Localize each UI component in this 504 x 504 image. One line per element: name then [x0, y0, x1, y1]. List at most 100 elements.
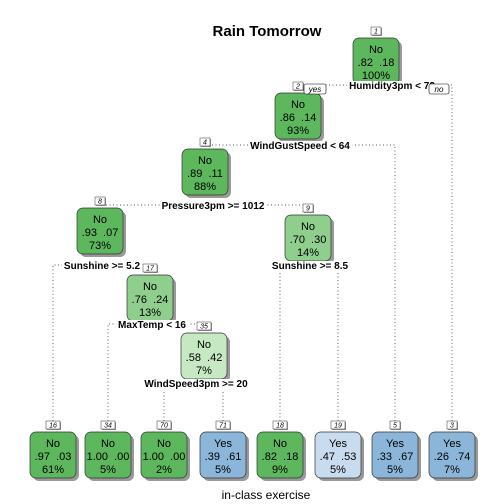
- tree-node: 70 No1.00 .002%: [140, 420, 190, 481]
- node-percent: 61%: [42, 464, 64, 476]
- tree-node: 18 No.82 .189%: [256, 420, 306, 481]
- node-probabilities: .86 .14: [280, 112, 317, 124]
- node-id-badge: [389, 420, 401, 430]
- node-id: 16: [49, 423, 57, 430]
- node-id-badge: [215, 420, 231, 430]
- node-class: No: [198, 155, 212, 167]
- split-rule: WindSpeed3pm >= 20: [144, 379, 248, 390]
- node-percent: 2%: [156, 464, 172, 476]
- diagram-title: Rain Tomorrow: [213, 23, 322, 40]
- node-id: 4: [203, 140, 207, 147]
- node-box: [181, 148, 229, 196]
- node-id-badge: [330, 420, 346, 430]
- split-label-bg: [269, 261, 351, 272]
- tree-edge: [392, 84, 453, 428]
- node-class: No: [291, 99, 305, 111]
- node-id: 9: [306, 206, 310, 213]
- node-box: [428, 431, 476, 479]
- diagram-subtitle: in-class exercise: [222, 488, 311, 502]
- node-box: [314, 431, 362, 479]
- node-box: [140, 431, 188, 479]
- node-id-badge: [199, 137, 211, 147]
- node-class: No: [273, 438, 287, 450]
- split-label: Sunshine >= 8.5: [269, 261, 351, 272]
- node-id-badge: [446, 420, 458, 430]
- node-probabilities: .76 .24: [132, 294, 169, 306]
- node-percent: 100%: [362, 70, 390, 82]
- node-probabilities: .58 .42: [186, 352, 223, 364]
- node-class: No: [157, 438, 171, 450]
- node-probabilities: .89 .11: [187, 168, 223, 180]
- node-percent: 5%: [387, 464, 403, 476]
- node-probabilities: .82 .18: [262, 451, 299, 463]
- split-label: WindSpeed3pm >= 20: [142, 379, 251, 390]
- split-label: Humidity3pm < 72: [347, 81, 438, 92]
- yes-branch-label: yes: [308, 85, 321, 94]
- node-id-badge: [196, 321, 212, 331]
- node-box: [256, 431, 304, 479]
- node-id-badge: [272, 420, 288, 430]
- node-id: 3: [450, 423, 454, 430]
- node-probabilities: .82 .18: [358, 57, 395, 69]
- node-box: [76, 207, 124, 255]
- node-id-badge: [370, 26, 382, 36]
- node-id-badge: [156, 420, 172, 430]
- tree-edge: [279, 264, 310, 428]
- node-id: 1: [374, 29, 378, 36]
- node-class: No: [101, 438, 115, 450]
- split-label-bg: [159, 201, 267, 212]
- node-class: No: [301, 221, 315, 233]
- node-class: No: [93, 214, 107, 226]
- split-rule: Sunshine >= 5.2: [64, 261, 141, 272]
- node-id-badge: [292, 81, 304, 91]
- node-class: Yes: [329, 438, 347, 450]
- split-label: MaxTemp < 16: [116, 320, 189, 331]
- node-id: 19: [334, 423, 342, 430]
- node-percent: 9%: [272, 464, 288, 476]
- node-id-badge: [100, 420, 116, 430]
- split-rule: Pressure3pm >= 1012: [162, 201, 265, 212]
- node-id: 5: [393, 423, 397, 430]
- node-id-badge: [142, 263, 158, 273]
- node-id-badge: [94, 196, 106, 206]
- node-class: Yes: [443, 438, 461, 450]
- tree-node: 34 No1.00 .005%: [84, 420, 134, 481]
- node-id-badge: [45, 420, 61, 430]
- node-probabilities: .39 .61: [205, 451, 242, 463]
- node-id: 35: [200, 324, 208, 331]
- node-box: [84, 431, 132, 479]
- node-class: Yes: [214, 438, 232, 450]
- tree-split-labels: Humidity3pm < 72 WindGustSpeed < 64 Pressu…: [61, 81, 438, 390]
- node-probabilities: .97 .03: [35, 451, 72, 463]
- split-label-bg: [347, 81, 438, 92]
- split-rule: WindGustSpeed < 64: [250, 141, 350, 152]
- split-label: Sunshine >= 5.2: [61, 261, 143, 272]
- tree-edge: [310, 264, 339, 428]
- node-id: 70: [160, 423, 168, 430]
- tree-node: 71 Yes.39 .615%: [199, 420, 249, 481]
- node-id: 71: [219, 423, 227, 430]
- node-id-badge: [302, 203, 314, 213]
- node-percent: 5%: [100, 464, 116, 476]
- node-box: [199, 431, 247, 479]
- node-class: No: [143, 281, 157, 293]
- split-label-bg: [248, 141, 353, 152]
- node-class: No: [197, 339, 211, 351]
- node-probabilities: 1.00 .00: [143, 451, 186, 463]
- tree-node: 5 Yes.33 .675%: [371, 420, 421, 481]
- node-class: Yes: [386, 438, 404, 450]
- node-probabilities: 1.00 .00: [87, 451, 130, 463]
- node-percent: 7%: [196, 365, 212, 377]
- tree-node: 35 No.58 .427%: [180, 321, 230, 382]
- no-branch-label: no: [435, 85, 444, 94]
- node-percent: 5%: [330, 464, 346, 476]
- split-rule: Humidity3pm < 72: [349, 81, 435, 92]
- node-probabilities: .26 .74: [434, 451, 471, 463]
- tree-edge: [163, 382, 196, 428]
